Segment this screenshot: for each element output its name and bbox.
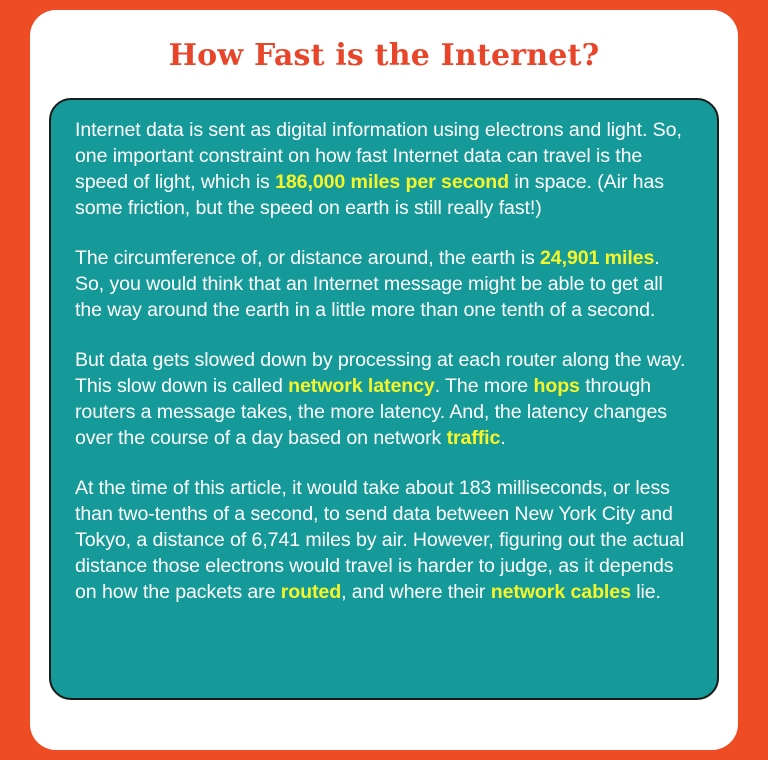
paragraph-text: The circumference of, or distance around… [75, 247, 540, 269]
paragraph-text: But data gets slowed down by processing … [75, 349, 686, 397]
paragraph-circumference: The circumference of, or distance around… [75, 245, 693, 323]
paragraph-text: lie. [630, 581, 661, 603]
paragraph-text: through routers a message takes, the mor… [75, 375, 667, 449]
highlight-speed-of-light: 186,000 miles per second [275, 171, 510, 193]
highlight-network-latency: network latency [288, 375, 435, 397]
paragraph-text: , and where their [341, 581, 491, 603]
page-title: How Fast is the Internet? [168, 38, 600, 73]
paragraph-text: . So, you would think that an Internet m… [75, 247, 663, 321]
paragraph-text: in space. (Air has some friction, but th… [75, 171, 664, 219]
article-panel: Internet data is sent as digital informa… [49, 98, 719, 700]
highlight-network-cables: network cables [490, 581, 631, 603]
paragraph-speed-of-light: Internet data is sent as digital informa… [75, 117, 693, 221]
highlight-traffic: traffic [446, 427, 501, 449]
paragraph-text: . [500, 427, 506, 449]
highlight-hops: hops [533, 375, 580, 397]
paragraph-text: Internet data is sent as digital informa… [75, 119, 682, 193]
paragraph-latency: But data gets slowed down by processing … [75, 347, 693, 451]
paragraph-text: . The more [434, 375, 534, 397]
content-card: How Fast is the Internet? Internet data … [30, 10, 738, 750]
highlight-routed: routed [280, 581, 342, 603]
paragraph-text: At the time of this article, it would ta… [75, 477, 685, 603]
paragraph-new-york-tokyo: At the time of this article, it would ta… [75, 475, 693, 605]
highlight-circumference: 24,901 miles [540, 247, 655, 269]
